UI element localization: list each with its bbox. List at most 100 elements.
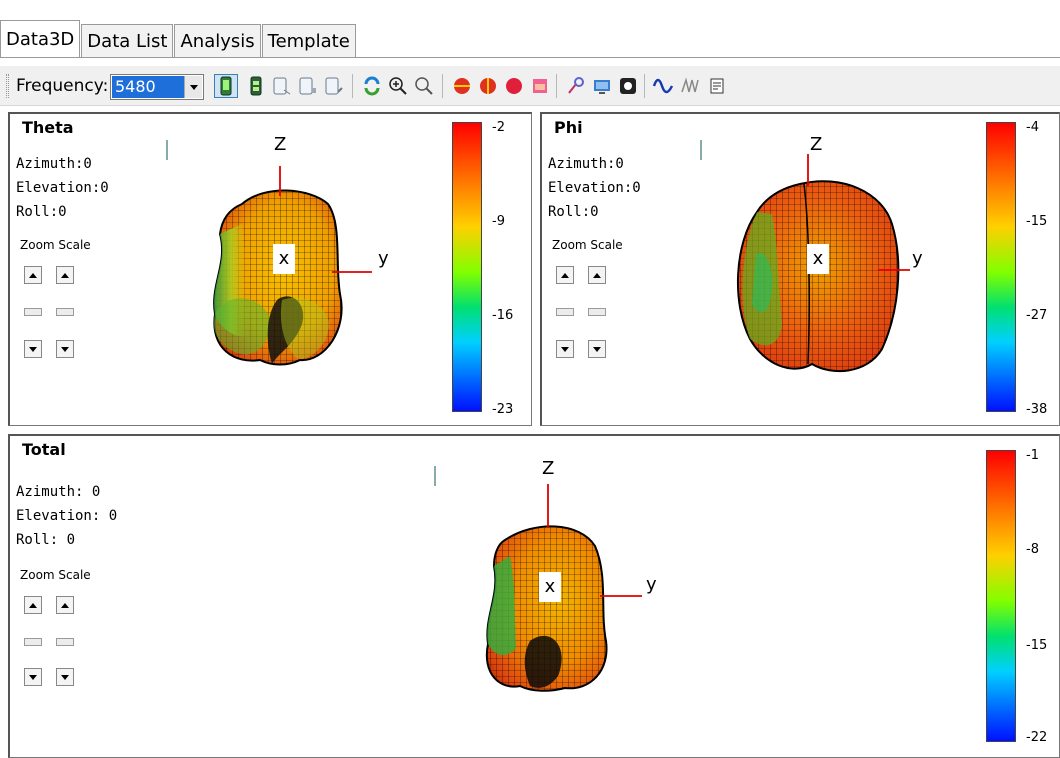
colorbar-tick-label: -16 (492, 308, 514, 323)
total-panel[interactable]: Total Azimuth: 0 Elevation: 0 Roll: 0 Zo… (8, 434, 1060, 758)
chevron-down-icon[interactable] (184, 76, 202, 98)
elevation-readout: Elevation: 0 (16, 508, 118, 524)
zoom-scale-label: Zoom Scale (552, 238, 623, 252)
hemisphere-horizontal-button[interactable] (450, 74, 474, 98)
zoom-in-icon (389, 77, 407, 95)
phi-panel[interactable]: Phi Azimuth:0 Elevation:0 Roll:0 Zoom Sc… (540, 112, 1060, 426)
zoom-down-button[interactable] (24, 668, 42, 686)
sine-wave-button[interactable] (652, 74, 676, 98)
tab-bar: Data3D Data List Analysis Template (0, 0, 1060, 64)
azimuth-readout: Azimuth:0 (548, 156, 624, 172)
azimuth-readout: Azimuth:0 (16, 156, 92, 172)
notes-icon (710, 78, 724, 94)
roll-readout: Roll:0 (16, 204, 67, 220)
x-axis-label: x (273, 244, 295, 274)
y-axis-label: y (378, 248, 389, 269)
tab-template[interactable]: Template (261, 24, 356, 58)
tab-data3d[interactable]: Data3D (0, 20, 81, 58)
colorbar-tick-label: -8 (1026, 542, 1039, 557)
azimuth-readout: Azimuth: 0 (16, 484, 101, 500)
zoom-up-button[interactable] (24, 266, 42, 284)
zoom-up-button[interactable] (24, 596, 42, 614)
zoom-up-button[interactable] (556, 266, 574, 284)
rotate-button[interactable] (360, 74, 384, 98)
orientation-readout: Azimuth: 0 Elevation: 0 Roll: 0 (16, 480, 117, 552)
frequency-label: Frequency: (16, 76, 109, 96)
colorbar-max-label: -1 (1026, 448, 1039, 463)
screen-button[interactable] (590, 74, 614, 98)
zoom-in-button[interactable] (386, 74, 410, 98)
z-axis-label: Z (274, 134, 287, 155)
elevation-readout: Elevation:0 (16, 180, 109, 196)
phi-pattern-plot[interactable] (542, 114, 1060, 426)
zoom-slider-thumb[interactable] (56, 638, 74, 646)
colorbar-max-label: -4 (1026, 120, 1039, 135)
zoom-slider-thumb[interactable] (24, 638, 42, 646)
zoom-out-icon (415, 77, 433, 95)
arrow-up-icon (29, 272, 37, 278)
tab-divider (0, 57, 1060, 58)
toolbar-separator (644, 74, 645, 98)
theta-pattern-plot[interactable] (10, 114, 532, 426)
zoom-up-button[interactable] (56, 596, 74, 614)
zoom-down-button[interactable] (588, 340, 606, 358)
zoom-slider-thumb[interactable] (56, 308, 74, 316)
cursor-marker (434, 466, 436, 486)
panel-title: Phi (554, 118, 583, 137)
phone-side-right-button[interactable] (296, 74, 320, 98)
record-icon (620, 78, 636, 94)
phone-side-left-icon (273, 77, 291, 95)
phone-front-button[interactable] (214, 74, 238, 98)
toolbar-separator (556, 74, 557, 98)
elevation-readout: Elevation:0 (548, 180, 641, 196)
zoom-out-button[interactable] (412, 74, 436, 98)
tab-data-list[interactable]: Data List (81, 24, 174, 58)
toolbar-separator (442, 74, 443, 98)
tab-analysis[interactable]: Analysis (174, 24, 261, 58)
colorbar-min-label: -22 (1026, 730, 1048, 745)
zoom-down-button[interactable] (56, 668, 74, 686)
phone-tilt-icon (325, 77, 343, 95)
probe-icon (568, 77, 584, 94)
sine-wave-icon (652, 78, 674, 94)
zoom-slider-thumb[interactable] (556, 308, 574, 316)
zoom-down-button[interactable] (24, 340, 42, 358)
sphere-icon (506, 78, 522, 94)
frequency-select[interactable]: 5480 (110, 74, 204, 100)
phone-tilt-button[interactable] (322, 74, 346, 98)
cursor-marker (700, 140, 702, 160)
rotate-icon (364, 76, 380, 96)
colorbar (452, 122, 482, 412)
phone-side-left-button[interactable] (270, 74, 294, 98)
zoom-down-button[interactable] (556, 340, 574, 358)
phone-back-button[interactable] (244, 74, 268, 98)
hemisphere-vertical-button[interactable] (476, 74, 500, 98)
notes-button[interactable] (706, 74, 730, 98)
tab-strip: Data3D Data List Analysis Template (0, 20, 357, 58)
hemisphere-vertical-icon (480, 78, 496, 94)
probe-button[interactable] (564, 74, 588, 98)
multi-wave-button[interactable] (680, 74, 704, 98)
arrow-down-icon (61, 674, 69, 680)
arrow-up-icon (29, 602, 37, 608)
record-button[interactable] (616, 74, 640, 98)
phone-back-icon (250, 76, 262, 96)
zoom-down-button[interactable] (56, 340, 74, 358)
color-map-button[interactable] (528, 74, 552, 98)
arrow-down-icon (561, 346, 569, 352)
zoom-up-button[interactable] (56, 266, 74, 284)
arrow-down-icon (593, 346, 601, 352)
sphere-button[interactable] (502, 74, 526, 98)
x-axis-label: x (539, 572, 561, 602)
z-axis-label: Z (810, 134, 823, 155)
arrow-up-icon (561, 272, 569, 278)
total-pattern-plot[interactable] (10, 436, 1060, 758)
z-axis-label: Z (542, 458, 555, 479)
theta-panel[interactable]: Theta Azimuth:0 Elevation:0 Roll:0 Zoom … (8, 112, 532, 426)
zoom-up-button[interactable] (588, 266, 606, 284)
zoom-slider-thumb[interactable] (588, 308, 606, 316)
zoom-scale-label: Zoom Scale (20, 568, 91, 582)
toolbar-grip-handle[interactable] (6, 74, 9, 98)
phone-front-icon (220, 76, 232, 96)
zoom-slider-thumb[interactable] (24, 308, 42, 316)
